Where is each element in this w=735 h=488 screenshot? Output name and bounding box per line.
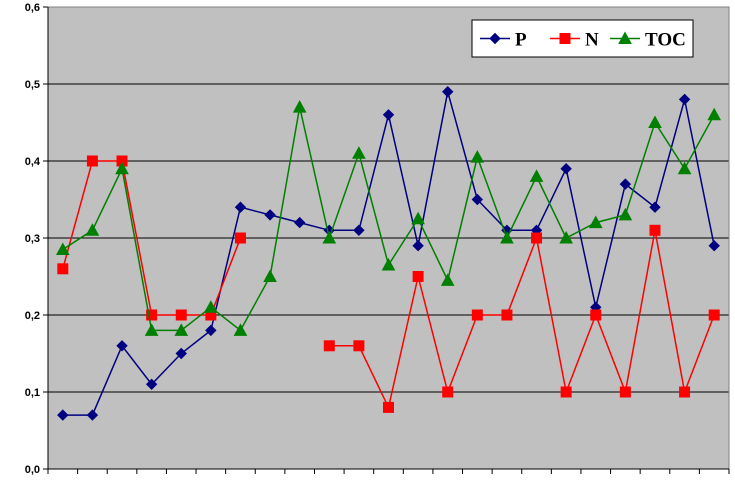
- data-point-p: [353, 224, 365, 237]
- data-point-p: [382, 109, 395, 121]
- data-point-p: [205, 324, 217, 337]
- data-point-toc: [381, 257, 396, 271]
- data-point-n: [471, 309, 483, 321]
- data-point-n: [590, 309, 602, 321]
- data-point-toc: [588, 215, 603, 229]
- data-point-p: [86, 409, 99, 421]
- data-point-n: [146, 309, 158, 321]
- data-point-p: [678, 93, 691, 106]
- data-point-n: [619, 386, 631, 398]
- data-point-toc: [263, 269, 277, 282]
- series-line-n: [329, 230, 715, 410]
- legend-marker-toc: [618, 31, 632, 44]
- data-point-p: [560, 162, 572, 175]
- data-point-toc: [233, 323, 248, 336]
- y-tick-label: 0,2: [25, 310, 40, 322]
- data-point-p: [293, 216, 306, 229]
- data-point-n: [175, 309, 187, 321]
- legend-marker-n: [559, 33, 571, 44]
- y-tick-label: 0,3: [25, 233, 40, 245]
- data-point-n: [323, 340, 335, 352]
- data-point-p: [619, 178, 632, 190]
- series-toc: [55, 100, 722, 336]
- y-tick-label: 0,6: [25, 2, 40, 14]
- data-point-p: [471, 193, 484, 206]
- data-point-p: [412, 239, 424, 252]
- legend-label-n: N: [585, 30, 599, 51]
- data-point-toc: [144, 323, 159, 336]
- data-point-toc: [618, 207, 633, 221]
- data-point-toc: [470, 150, 485, 163]
- data-point-toc: [648, 115, 662, 128]
- data-point-toc: [174, 323, 189, 336]
- data-point-n: [442, 386, 454, 398]
- legend-marker-p: [489, 32, 501, 45]
- series-layer: [55, 85, 722, 421]
- y-tick-label: 0,0: [25, 464, 40, 476]
- data-point-n: [708, 309, 720, 321]
- data-point-p: [234, 201, 247, 213]
- data-point-n: [649, 224, 661, 236]
- data-point-toc: [411, 211, 425, 225]
- data-point-n: [501, 309, 513, 321]
- legend: P N TOC: [471, 19, 694, 58]
- series-p: [57, 85, 720, 421]
- axes: [47, 6, 730, 474]
- data-point-toc: [707, 107, 722, 121]
- data-point-n: [234, 232, 246, 244]
- data-point-toc: [500, 230, 514, 244]
- data-point-p: [264, 209, 276, 221]
- y-tick-label: 0,5: [25, 79, 40, 91]
- data-point-toc: [352, 146, 366, 159]
- data-point-toc: [529, 169, 544, 182]
- data-point-toc: [440, 273, 455, 286]
- y-tick-label: 0,4: [25, 156, 41, 168]
- data-point-toc: [677, 161, 692, 175]
- data-point-n: [57, 263, 69, 275]
- data-point-toc: [292, 100, 307, 113]
- data-point-toc: [55, 242, 70, 256]
- data-point-toc: [559, 230, 573, 244]
- y-tick-label: 0,1: [25, 387, 40, 399]
- data-point-toc: [322, 230, 337, 244]
- data-point-p: [442, 85, 454, 98]
- data-point-p: [708, 239, 720, 252]
- data-point-n: [560, 386, 572, 398]
- data-point-toc: [85, 223, 100, 236]
- data-point-p: [57, 409, 69, 421]
- data-point-n: [86, 155, 98, 167]
- y-axis-tick-labels: 0,0 0,1 0,2 0,3 0,4 0,5 0,6: [25, 2, 41, 476]
- data-point-p: [145, 378, 158, 391]
- data-point-p: [175, 347, 187, 360]
- data-point-n: [412, 271, 424, 282]
- data-point-n: [679, 386, 691, 398]
- data-point-p: [649, 201, 661, 213]
- legend-label-toc: TOC: [645, 30, 686, 51]
- data-point-n: [353, 340, 365, 352]
- series-n: [57, 155, 720, 413]
- data-point-p: [116, 340, 128, 352]
- legend-label-p: P: [515, 30, 527, 51]
- data-point-n: [531, 232, 543, 244]
- data-point-toc: [204, 300, 218, 313]
- data-point-n: [383, 401, 394, 413]
- data-point-toc: [115, 161, 129, 175]
